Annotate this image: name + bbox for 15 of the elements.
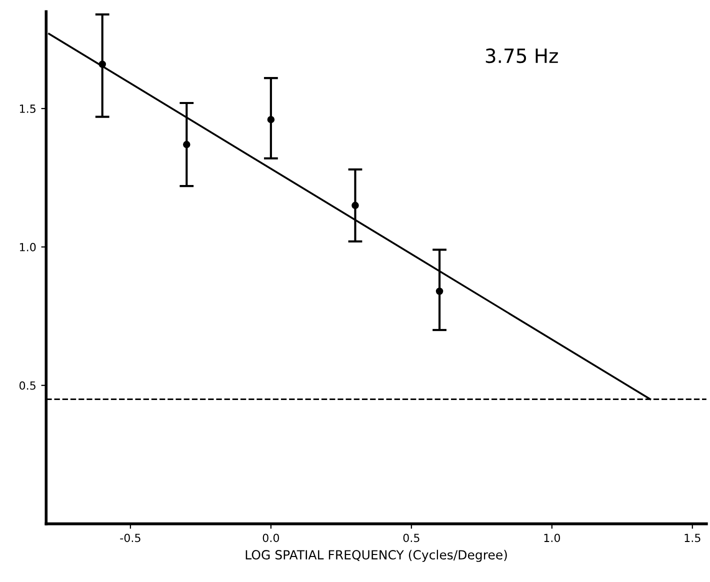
point xyxy=(267,116,275,124)
y-tick-label: 0.5 xyxy=(19,381,36,390)
annotation: 3.75 Hz xyxy=(486,48,558,64)
x-tick-label: 1.0 xyxy=(544,534,560,542)
x-tick-label: 1.5 xyxy=(684,534,700,542)
point xyxy=(98,60,106,68)
x-tick-label: 0.5 xyxy=(403,534,420,542)
point xyxy=(183,140,190,148)
y-tick-label: 1.5 xyxy=(20,104,36,113)
y-tick-label: 1.0 xyxy=(20,242,36,252)
x-tick-label: -0.5 xyxy=(120,534,140,542)
point xyxy=(436,288,444,295)
x-axis-title: LOG SPATIAL FREQUENCY (Cycles/Degree) xyxy=(246,550,507,562)
point xyxy=(352,202,359,210)
x-tick-label: 0.0 xyxy=(262,534,280,542)
